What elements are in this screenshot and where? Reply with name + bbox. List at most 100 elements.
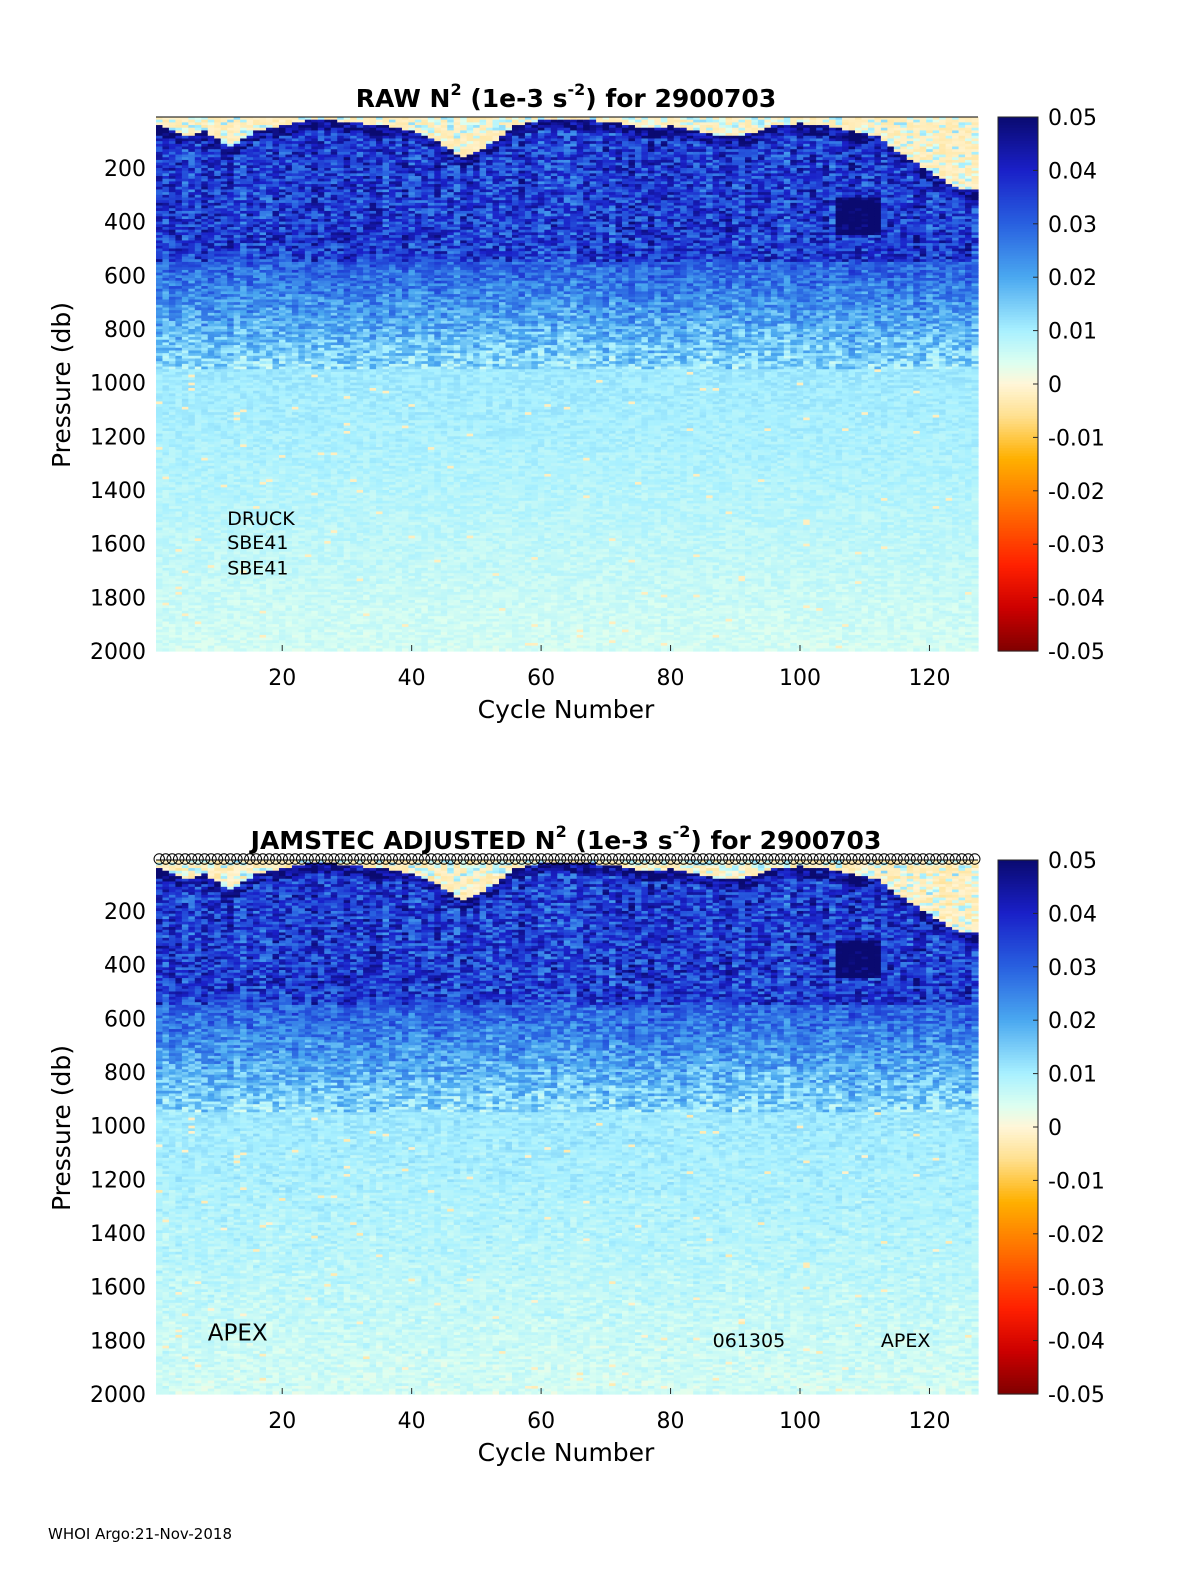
heatmap-cell <box>162 170 170 174</box>
heatmap-cell <box>162 269 170 274</box>
heatmap-cell <box>194 632 202 636</box>
heatmap-cell <box>168 355 177 360</box>
heatmap-cell <box>156 511 164 515</box>
heatmap-cell <box>201 259 209 263</box>
heatmap-cell <box>156 189 164 193</box>
heatmap-cell <box>162 154 170 158</box>
heatmap-cell <box>175 530 183 534</box>
heatmap-cell <box>194 479 202 483</box>
heatmap-cell <box>156 307 164 311</box>
heatmap-cell <box>201 436 209 440</box>
heatmap-cell <box>188 194 196 199</box>
heatmap-cell <box>175 286 183 290</box>
heatmap-cell <box>162 186 170 191</box>
heatmap-cell <box>156 280 164 284</box>
heatmap-cell <box>194 296 202 301</box>
heatmap-cell <box>162 377 170 381</box>
heatmap-cell <box>201 205 209 209</box>
heatmap-cell <box>181 457 189 462</box>
heatmap-cell <box>168 401 177 405</box>
heatmap-cell <box>162 621 170 625</box>
heatmap-cell <box>188 503 196 507</box>
heatmap-cell <box>168 484 177 488</box>
heatmap-cell <box>181 420 189 424</box>
heatmap-cell <box>188 245 196 250</box>
heatmap-cell <box>188 353 196 357</box>
heatmap-cell <box>181 498 189 502</box>
heatmap-cell <box>175 288 183 293</box>
heatmap-cell <box>162 218 170 223</box>
heatmap-cell <box>181 371 189 376</box>
heatmap-cell <box>201 516 209 521</box>
heatmap-cell <box>175 181 183 185</box>
heatmap-cell <box>201 304 209 309</box>
heatmap-cell <box>175 165 183 169</box>
heatmap-cell <box>156 269 164 274</box>
heatmap-cell <box>162 406 170 411</box>
heatmap-cell <box>168 337 177 341</box>
heatmap-cell <box>168 261 177 266</box>
heatmap-cell <box>201 543 209 547</box>
heatmap-cell <box>194 138 202 142</box>
heatmap-cell <box>194 374 202 378</box>
heatmap-cell <box>188 371 196 376</box>
heatmap-cell <box>168 616 177 620</box>
heatmap-cell <box>194 602 202 606</box>
heatmap-cell <box>162 135 170 140</box>
heatmap-cell <box>201 605 209 609</box>
heatmap-cell <box>168 248 177 252</box>
heatmap-cell <box>168 514 177 518</box>
heatmap-cell <box>156 626 164 631</box>
heatmap-cell <box>194 159 202 164</box>
heatmap-cell <box>162 232 170 236</box>
heatmap-cell <box>181 245 189 250</box>
heatmap-cell <box>201 189 209 193</box>
heatmap-cell <box>168 165 177 169</box>
heatmap-cell <box>201 562 209 566</box>
heatmap-cell <box>168 253 177 258</box>
heatmap-cell <box>168 404 177 408</box>
heatmap-cell <box>201 489 209 494</box>
heatmap-cell <box>201 291 209 295</box>
heatmap-cell <box>194 404 202 408</box>
heatmap-cell <box>156 597 164 601</box>
heatmap-cell <box>181 326 189 330</box>
heatmap-cell <box>201 535 209 539</box>
heatmap-cell <box>181 310 189 314</box>
heatmap-cell <box>156 122 164 126</box>
heatmap-cell <box>194 275 202 279</box>
heatmap-cell <box>188 240 196 244</box>
heatmap-cell <box>194 326 202 330</box>
heatmap-cell <box>194 519 202 523</box>
heatmap-cell <box>175 385 183 389</box>
heatmap-cell <box>162 608 170 612</box>
heatmap-cell <box>162 532 170 537</box>
heatmap-cell <box>201 149 209 153</box>
heatmap-cell <box>201 417 209 421</box>
heatmap-cell <box>168 439 177 443</box>
heatmap-cell <box>175 439 183 443</box>
heatmap-cell <box>194 637 202 641</box>
heatmap-cell <box>201 235 209 239</box>
heatmap-cell <box>207 189 215 193</box>
heatmap-cell <box>207 235 215 239</box>
heatmap-cell <box>175 648 183 652</box>
heatmap-cell <box>194 323 202 327</box>
heatmap-cell <box>168 326 177 330</box>
heatmap-cell <box>246 648 254 652</box>
heatmap-cell <box>201 288 209 293</box>
heatmap-cell <box>207 221 215 225</box>
heatmap-cell <box>194 409 202 413</box>
heatmap-cell <box>188 149 196 153</box>
heatmap-cell <box>194 294 202 298</box>
heatmap-cell <box>207 240 215 244</box>
heatmap-cell <box>194 224 202 228</box>
heatmap-cell <box>194 597 202 601</box>
heatmap-cell <box>188 591 196 596</box>
heatmap-cell <box>188 342 196 346</box>
heatmap-cell <box>201 127 209 132</box>
heatmap-cell <box>201 331 209 335</box>
heatmap-cell <box>194 165 202 169</box>
heatmap-cell <box>168 331 177 335</box>
heatmap-cell <box>181 278 189 282</box>
